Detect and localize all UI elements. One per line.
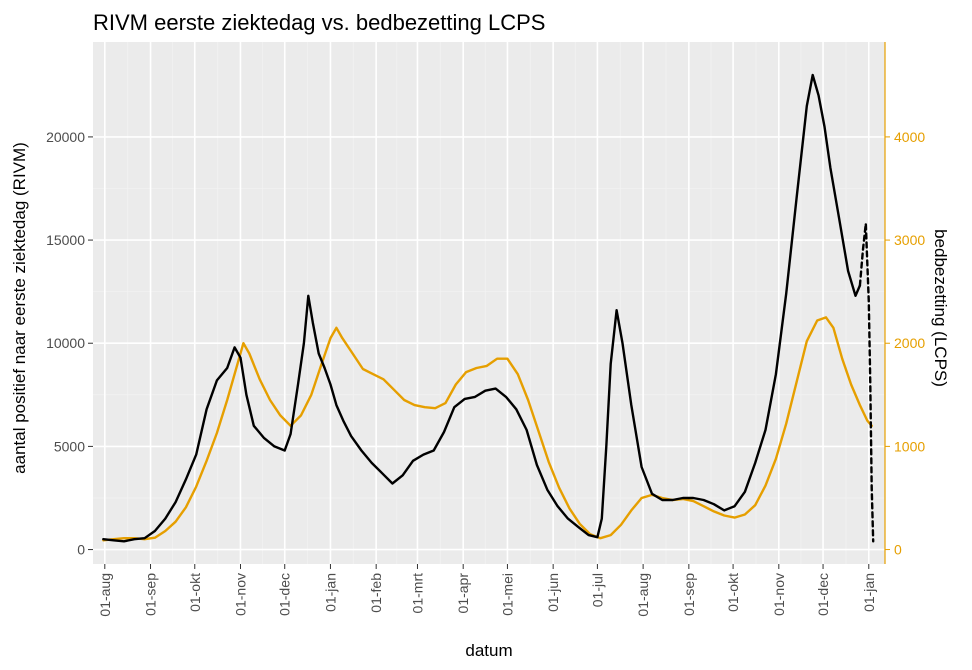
x-tick-label: 01-sep (681, 573, 697, 616)
x-tick-label: 01-jun (545, 573, 561, 612)
y-tick-label-left: 15000 (46, 232, 85, 248)
x-tick-label: 01-jan (322, 573, 338, 612)
y-axis-right: 0 1000 2000 3000 4000 (884, 42, 925, 564)
y-axis-right-label: bedbezetting (LCPS) (931, 229, 950, 387)
series-layer (102, 73, 875, 543)
x-axis: 01-aug 01-sep 01-okt 01-nov 01-dec 01-jan 01-f… (97, 564, 877, 617)
x-tick-label: 01-mei (499, 573, 515, 616)
x-axis-label: datum (465, 641, 512, 660)
y-axis-left: 0 5000 10000 15000 20000 (46, 129, 93, 558)
y-tick-label-left: 0 (77, 542, 85, 558)
x-tick-label: 01-dec (277, 573, 293, 616)
grid-minor (93, 42, 885, 564)
chart-title: RIVM eerste ziektedag vs. bedbezetting L… (93, 10, 545, 35)
grid-major (93, 42, 885, 564)
x-tick-label: 01-aug (97, 573, 113, 617)
series-line-rivm_provisional (858, 222, 875, 543)
x-tick-label: 01-feb (368, 573, 384, 613)
x-tick-label: 01-okt (187, 573, 203, 612)
x-tick-label: 01-sep (143, 573, 159, 616)
x-tick-label: 01-aug (635, 573, 651, 617)
y-axis-left-label: aantal positief naar eerste ziektedag (R… (10, 142, 29, 474)
plot-panel (93, 42, 885, 564)
y-tick-label-right: 1000 (894, 438, 925, 454)
x-tick-label: 01-jan (861, 573, 877, 612)
x-tick-label: 01-dec (815, 573, 831, 616)
y-tick-label-left: 5000 (54, 438, 85, 454)
y-tick-label-left: 20000 (46, 129, 85, 145)
y-tick-label-right: 2000 (894, 335, 925, 351)
y-tick-label-right: 0 (894, 542, 902, 558)
x-tick-label: 01-nov (771, 573, 787, 616)
x-tick-label: 01-okt (725, 573, 741, 612)
x-tick-label: 01-apr (455, 573, 471, 614)
y-tick-label-right: 3000 (894, 232, 925, 248)
y-tick-label-right: 4000 (894, 129, 925, 145)
x-tick-label: 01-mrt (409, 573, 425, 614)
x-tick-label: 01-jul (589, 573, 605, 607)
x-tick-label: 01-nov (232, 573, 248, 616)
series-line-lcps (102, 316, 873, 542)
series-line-rivm (102, 73, 862, 543)
y-tick-label-left: 10000 (46, 335, 85, 351)
